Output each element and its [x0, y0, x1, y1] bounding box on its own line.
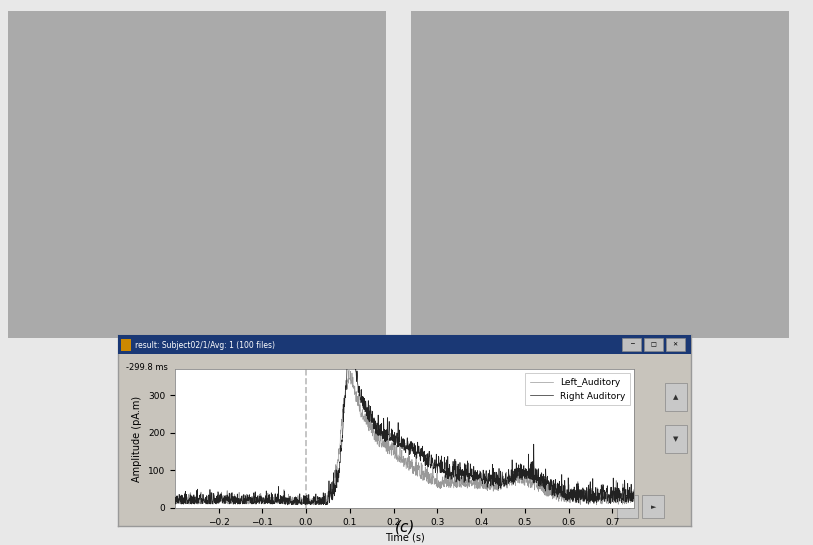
FancyBboxPatch shape [644, 338, 663, 352]
Left_Auditory [170, 501, 180, 507]
Text: (c): (c) [394, 519, 415, 534]
Left_Auditory [344, 367, 354, 373]
Right Auditory [532, 467, 541, 473]
Right Auditory [170, 498, 180, 505]
Right Auditory [381, 426, 391, 433]
Text: (a): (a) [186, 354, 208, 370]
Left_Auditory [629, 487, 639, 493]
Text: ◄: ◄ [624, 504, 630, 510]
Right Auditory [282, 501, 292, 508]
Left_Auditory [616, 493, 626, 499]
FancyBboxPatch shape [616, 495, 638, 518]
FancyBboxPatch shape [121, 339, 131, 352]
Left_Auditory [309, 501, 319, 508]
Right Auditory [346, 341, 356, 347]
FancyBboxPatch shape [665, 425, 687, 453]
FancyBboxPatch shape [642, 495, 664, 518]
Left_Auditory [381, 439, 391, 446]
Text: ▼: ▼ [673, 436, 679, 442]
FancyBboxPatch shape [118, 335, 691, 354]
Text: -299.8 ms: -299.8 ms [127, 363, 168, 372]
Right Auditory [193, 498, 203, 504]
Right Auditory [616, 490, 626, 497]
Left_Auditory [193, 498, 203, 505]
FancyBboxPatch shape [666, 338, 685, 352]
Right Auditory [393, 444, 403, 450]
FancyBboxPatch shape [622, 338, 641, 352]
Text: result: Subject02/1/Avg: 1 (100 files): result: Subject02/1/Avg: 1 (100 files) [135, 341, 275, 349]
X-axis label: Time (s): Time (s) [385, 532, 424, 542]
Text: ►: ► [650, 504, 656, 510]
FancyBboxPatch shape [665, 383, 687, 411]
Right Auditory [616, 492, 626, 498]
Line: Right Auditory: Right Auditory [175, 344, 634, 505]
Legend: Left_Auditory, Right Auditory: Left_Auditory, Right Auditory [525, 373, 629, 405]
Text: □: □ [650, 342, 656, 347]
Text: (b): (b) [589, 354, 611, 370]
Y-axis label: Amplitude (pA.m): Amplitude (pA.m) [133, 395, 142, 482]
Left_Auditory [532, 482, 541, 488]
Text: ─: ─ [629, 342, 633, 347]
Text: ✕: ✕ [672, 342, 677, 347]
Line: Left_Auditory: Left_Auditory [175, 370, 634, 505]
Left_Auditory [393, 455, 403, 462]
Right Auditory [629, 486, 639, 493]
Left_Auditory [616, 490, 626, 496]
Text: ▲: ▲ [673, 394, 679, 400]
